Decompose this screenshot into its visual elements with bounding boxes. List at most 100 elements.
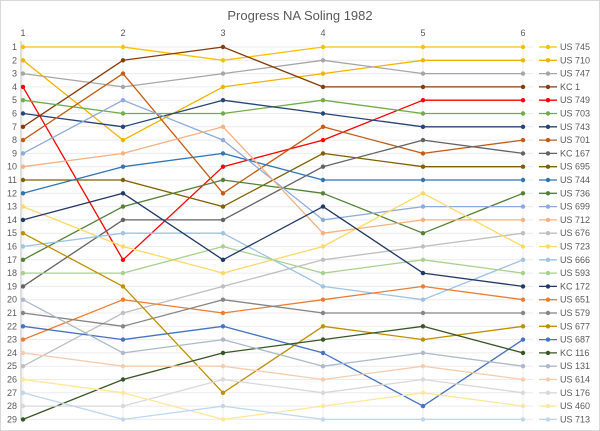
series-marker	[20, 124, 26, 129]
series-marker	[220, 84, 226, 90]
series-marker	[20, 231, 26, 236]
series-marker	[520, 417, 526, 422]
series-label: US 736	[560, 188, 590, 198]
series-marker	[120, 270, 126, 276]
series-label: US 176	[560, 388, 590, 398]
series-label: US 749	[560, 95, 590, 105]
series-label-glyph-marker	[545, 44, 551, 50]
series-marker	[520, 111, 526, 116]
y-tick-label: 4	[12, 82, 17, 92]
series-label-glyph-marker	[545, 297, 551, 302]
series-marker	[220, 324, 226, 329]
series-label-glyph-marker	[545, 217, 551, 223]
series-marker	[420, 403, 426, 409]
series-label-glyph-marker	[545, 124, 551, 129]
series-marker	[520, 84, 526, 90]
series-line	[23, 46, 523, 61]
series-marker	[520, 177, 526, 183]
series-marker	[320, 257, 326, 262]
series-marker	[320, 204, 326, 209]
series-marker	[120, 377, 126, 382]
series-marker	[20, 297, 26, 302]
series-marker	[520, 44, 526, 50]
series-label: US 712	[560, 215, 590, 225]
x-tick-label: 4	[320, 28, 325, 38]
series-marker	[320, 417, 326, 422]
series-marker	[120, 111, 126, 116]
series-marker	[20, 84, 26, 90]
series-marker	[20, 98, 26, 103]
series-marker	[20, 151, 26, 156]
series-line	[22, 179, 524, 261]
series-marker	[220, 231, 226, 236]
series-marker	[220, 297, 226, 302]
series-marker	[320, 98, 326, 103]
y-tick-label: 7	[12, 122, 17, 132]
series-marker	[520, 71, 526, 76]
x-tick-label: 2	[120, 28, 125, 38]
series-marker	[20, 417, 26, 422]
series-label-glyph-marker	[545, 417, 551, 422]
series-marker	[20, 164, 26, 169]
series-marker	[120, 297, 126, 302]
series-marker	[420, 217, 426, 223]
y-tick-label: 14	[7, 215, 17, 225]
series-marker	[320, 390, 326, 395]
series-marker	[120, 191, 126, 196]
series-marker	[320, 231, 326, 236]
series-line	[22, 352, 524, 381]
series-line	[22, 152, 523, 194]
x-tick-label: 3	[220, 28, 225, 38]
series-label: US 744	[560, 175, 590, 185]
series-marker	[120, 364, 126, 369]
series-marker	[520, 137, 526, 143]
series-marker	[420, 337, 426, 342]
series-marker	[220, 204, 226, 209]
series-line	[22, 325, 524, 421]
series-label: US 579	[560, 308, 590, 318]
series-marker	[20, 204, 26, 209]
series-line	[22, 126, 523, 234]
series-marker	[320, 124, 326, 129]
series-line	[22, 299, 524, 367]
series-label: US 743	[560, 122, 590, 132]
series-label-glyph-marker	[545, 98, 551, 103]
series-marker	[220, 310, 226, 316]
series-marker	[20, 350, 26, 356]
series-marker	[120, 124, 126, 129]
series-line	[23, 245, 524, 274]
series-line	[22, 59, 523, 141]
series-label: US 703	[560, 109, 590, 119]
series-label: US 614	[560, 375, 590, 385]
series-label: US 747	[560, 69, 590, 79]
series-marker	[320, 177, 326, 183]
series-marker	[320, 244, 326, 249]
series-marker	[320, 191, 326, 196]
series-marker	[120, 151, 126, 156]
series-marker	[120, 217, 126, 223]
series-marker	[420, 137, 426, 143]
series-label-glyph-marker	[545, 204, 551, 209]
series-marker	[320, 58, 326, 63]
series-line	[22, 392, 523, 421]
series-marker	[520, 164, 526, 169]
series-marker	[120, 177, 126, 183]
x-tick-label: 1	[20, 28, 25, 38]
series-marker	[20, 177, 26, 183]
series-marker	[120, 44, 126, 50]
series-marker	[520, 191, 526, 196]
series-line	[22, 232, 524, 367]
series-marker	[220, 244, 226, 249]
series-marker	[20, 44, 26, 50]
series-label: US 710	[560, 55, 590, 65]
series-marker	[420, 417, 426, 422]
series-label: US 593	[560, 268, 590, 278]
series-marker	[420, 390, 426, 395]
series-line	[22, 232, 524, 394]
series-marker	[120, 337, 126, 342]
series-marker	[520, 364, 526, 369]
y-tick-label: 9	[12, 148, 17, 158]
series-label: US 131	[560, 361, 590, 371]
